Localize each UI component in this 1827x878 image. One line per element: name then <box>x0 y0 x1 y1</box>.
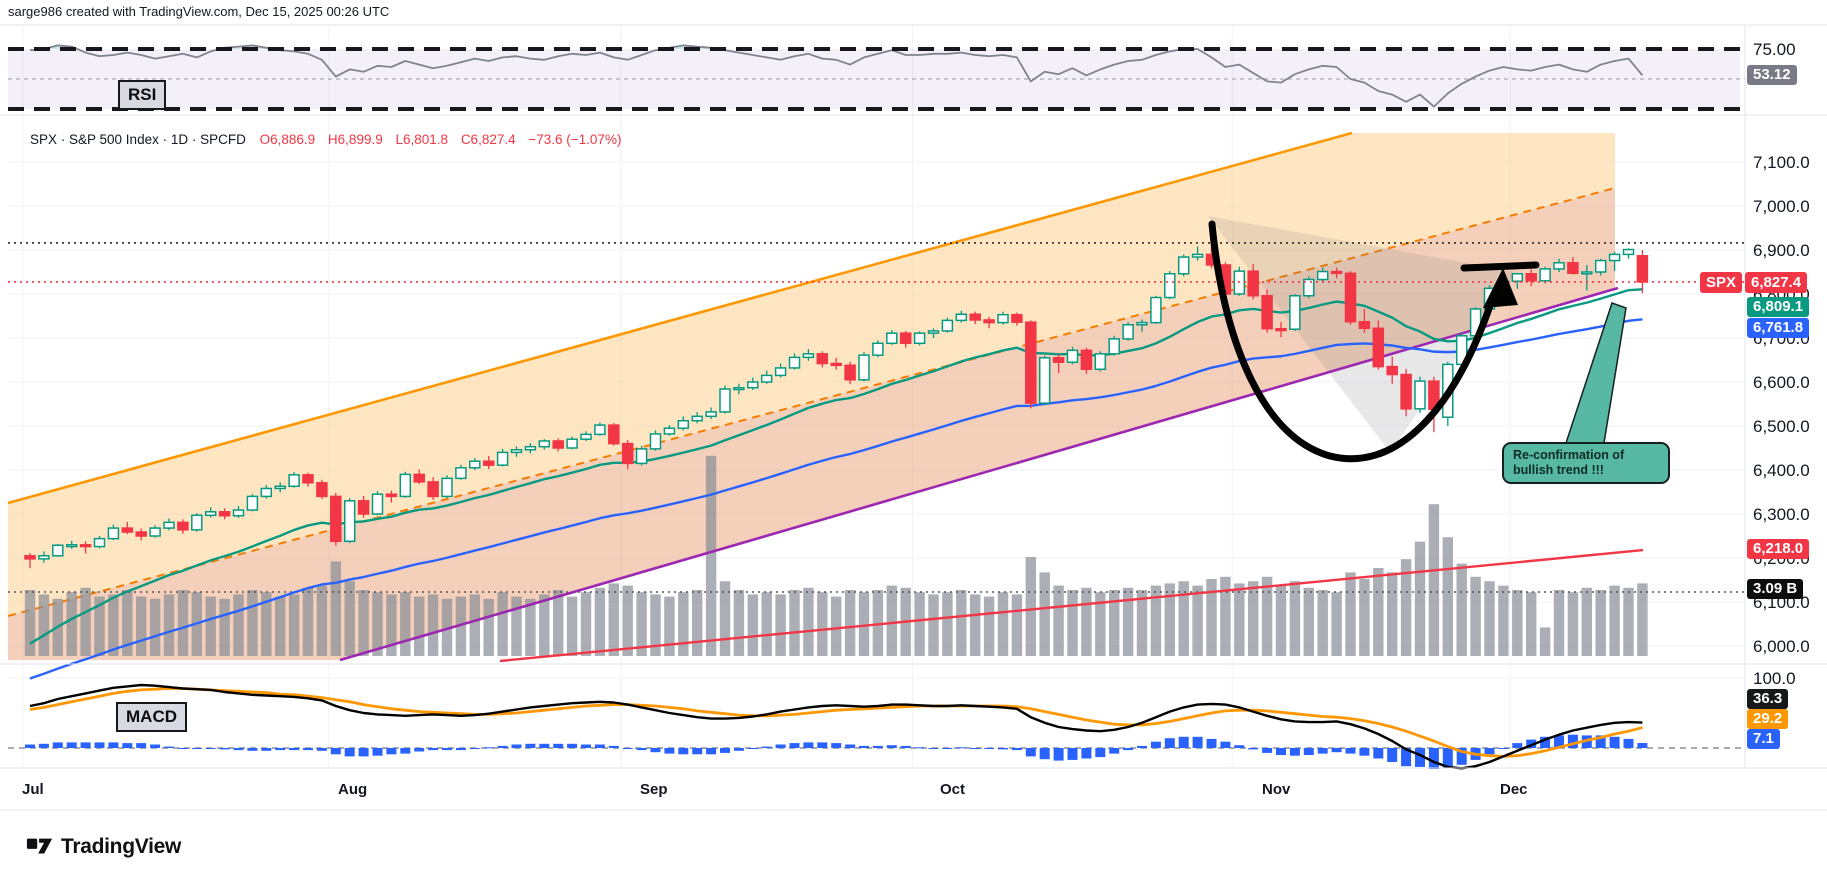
svg-text:7,100.0: 7,100.0 <box>1753 153 1810 172</box>
rsi-value-badge[interactable]: 53.12 <box>1747 65 1797 85</box>
macd-value-badge[interactable]: 36.3 <box>1747 689 1789 709</box>
legend-change: −73.6 (−1.07%) <box>528 132 622 147</box>
last-price-badge[interactable]: SPX 6,827.4 <box>1700 272 1808 293</box>
symbol-title[interactable]: SPX · S&P 500 Index · 1D · SPCFD <box>30 132 246 147</box>
macd-hist-badge[interactable]: 7.1 <box>1747 729 1780 749</box>
macd-label: MACD <box>116 702 187 732</box>
svg-text:6,300.0: 6,300.0 <box>1753 505 1810 524</box>
time-axis[interactable]: Jul Aug Sep Oct Nov Dec <box>0 781 1745 807</box>
snapshot-credit: sarge986 created with TradingView.com, D… <box>8 4 390 19</box>
svg-text:6,000.0: 6,000.0 <box>1753 637 1810 656</box>
bullish-trend-callout[interactable]: Re-confirmation of bullish trend !!! <box>1502 442 1670 484</box>
month-label-sep: Sep <box>640 781 668 798</box>
svg-text:75.00: 75.00 <box>1753 40 1796 59</box>
ma-fast-badge[interactable]: 6,809.1 <box>1747 297 1810 317</box>
macd-signal-badge[interactable]: 29.2 <box>1747 709 1789 729</box>
svg-text:6,500.0: 6,500.0 <box>1753 417 1810 436</box>
tradingview-footer[interactable]: TradingView <box>26 834 181 860</box>
month-label-nov: Nov <box>1262 781 1291 798</box>
rsi-label: RSI <box>118 80 167 110</box>
legend-open: O6,886.9 <box>259 132 316 147</box>
svg-text:6,600.0: 6,600.0 <box>1753 373 1810 392</box>
symbol-legend: SPX · S&P 500 Index · 1D · SPCFD O6,886.… <box>30 132 630 147</box>
svg-text:6,400.0: 6,400.0 <box>1753 461 1810 480</box>
callout-line1: Re-confirmation of <box>1513 448 1625 462</box>
last-price-value: 6,827.4 <box>1745 272 1808 293</box>
month-label-dec: Dec <box>1500 781 1528 798</box>
callout-line2: bullish trend !!! <box>1513 462 1604 477</box>
svg-text:7,000.0: 7,000.0 <box>1753 197 1810 216</box>
tradingview-brand-text: TradingView <box>61 835 182 858</box>
legend-high: H6,899.9 <box>327 132 383 147</box>
trendline-value-badge[interactable]: 6,218.0 <box>1747 539 1810 559</box>
svg-text:100.0: 100.0 <box>1753 669 1796 688</box>
legend-low: L6,801.8 <box>395 132 449 147</box>
svg-text:6,900.0: 6,900.0 <box>1753 241 1810 260</box>
tradingview-logo-icon <box>26 838 53 854</box>
symbol-tag: SPX <box>1700 272 1743 293</box>
month-label-aug: Aug <box>338 781 368 798</box>
volume-ma-badge[interactable]: 3.09 B <box>1747 579 1804 599</box>
month-label-oct: Oct <box>940 781 966 798</box>
month-label-jul: Jul <box>22 781 44 798</box>
legend-close: C6,827.4 <box>460 132 516 147</box>
ma-slow-badge[interactable]: 6,761.8 <box>1747 318 1810 338</box>
